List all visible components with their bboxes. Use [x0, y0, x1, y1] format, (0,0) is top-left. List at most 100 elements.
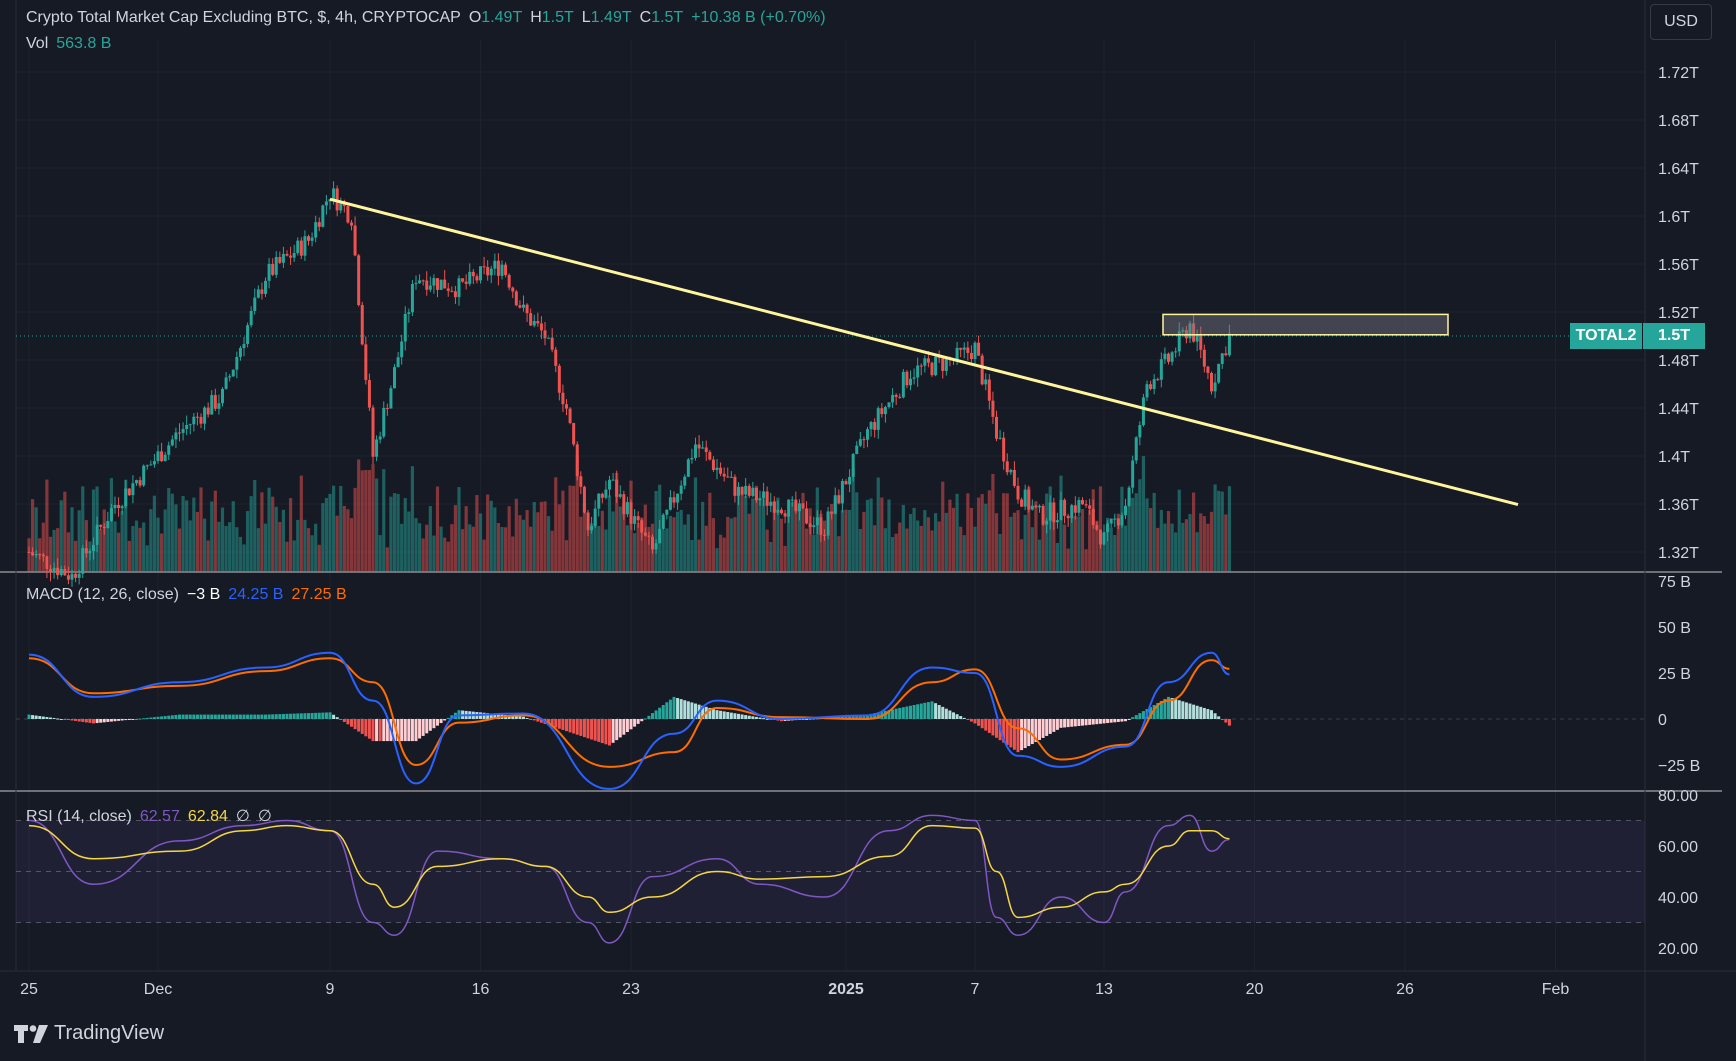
- high-label: H: [530, 9, 542, 26]
- volume-bar: [228, 522, 232, 572]
- macd-histogram-bar: [891, 709, 895, 719]
- candle-body: [203, 407, 207, 424]
- volume-bar: [120, 510, 124, 572]
- price-tag-symbol: TOTAL2: [1570, 323, 1642, 349]
- time-tick-label: Dec: [144, 981, 172, 998]
- candle-body: [421, 280, 425, 282]
- volume-bar: [274, 506, 278, 572]
- macd-histogram-bar: [625, 719, 629, 733]
- candle-body: [49, 568, 52, 573]
- volume-bar: [296, 519, 300, 572]
- macd-histogram-bar: [672, 696, 676, 719]
- volume-bar: [360, 470, 364, 572]
- macd-histogram-bar: [1152, 705, 1156, 719]
- candle-body: [34, 554, 38, 556]
- macd-histogram-bar: [694, 703, 697, 719]
- macd-histogram-bar: [1210, 710, 1213, 719]
- rsi-extra-1: ∅: [235, 808, 250, 825]
- candle-body: [1213, 382, 1217, 392]
- candle-body: [543, 330, 547, 339]
- macd-histogram-bar: [611, 719, 615, 743]
- currency-button[interactable]: USD: [1650, 4, 1712, 40]
- macd-histogram-bar: [221, 714, 224, 719]
- candle-body: [332, 188, 336, 200]
- candle-body: [901, 371, 905, 398]
- volume-bar: [661, 529, 665, 572]
- macd-histogram-bar: [522, 716, 525, 719]
- volume-bar: [568, 485, 572, 572]
- volume-bar: [30, 499, 35, 572]
- macd-histogram-bar: [572, 719, 576, 734]
- macd-histogram-bar: [486, 713, 490, 719]
- volume-bar: [267, 487, 271, 572]
- macd-histogram-bar: [292, 713, 296, 719]
- candle-body: [977, 342, 981, 356]
- time-tick-label: 20: [1246, 981, 1264, 998]
- candle-body: [464, 281, 468, 284]
- macd-histogram-bar: [321, 712, 325, 719]
- rsi-tick-label: 80.00: [1658, 788, 1698, 805]
- volume-bar: [339, 486, 343, 572]
- candle-body: [1027, 489, 1031, 510]
- volume-bar: [593, 518, 597, 572]
- candle-body: [830, 511, 834, 514]
- macd-line-value: 24.25 B: [228, 586, 284, 603]
- volume-bar: [124, 479, 128, 572]
- candle-body: [518, 305, 522, 308]
- volume-bar: [1195, 532, 1199, 572]
- candle-body: [163, 454, 167, 462]
- candle-body: [117, 504, 121, 509]
- candle-body: [461, 278, 465, 282]
- candle-body: [303, 236, 307, 256]
- macd-histogram-bar: [812, 718, 816, 720]
- volume-bar: [59, 500, 63, 572]
- tradingview-logo[interactable]: TradingView: [14, 1022, 164, 1045]
- volume-bar: [213, 490, 217, 572]
- volume-bar: [830, 503, 834, 572]
- candle-body: [238, 348, 242, 357]
- candle-body: [618, 494, 622, 497]
- volume-bar: [557, 504, 561, 572]
- volume-bar: [883, 528, 888, 572]
- volume-bar: [572, 485, 576, 572]
- macd-histogram-bar: [328, 712, 332, 719]
- volume-bar: [987, 490, 991, 572]
- volume-bar: [686, 514, 690, 572]
- volume-bar: [1148, 508, 1153, 572]
- volume-bar: [99, 529, 103, 572]
- candle-body: [1163, 353, 1167, 360]
- candle-body: [719, 467, 723, 474]
- time-tick-label: 26: [1396, 981, 1414, 998]
- volume-bar: [966, 493, 970, 572]
- macd-histogram-bar: [27, 714, 31, 719]
- macd-histogram-bar: [536, 719, 540, 722]
- rsi-tick-label: 20.00: [1658, 941, 1698, 958]
- candle-body: [138, 480, 142, 486]
- volume-bar: [690, 540, 694, 572]
- macd-histogram-bar: [1034, 719, 1038, 742]
- time-tick-label: Feb: [1542, 981, 1570, 998]
- volume-bar: [589, 523, 594, 572]
- candle-body: [1023, 489, 1027, 507]
- volume-bar: [948, 499, 952, 572]
- macd-histogram-bar: [335, 717, 339, 719]
- candle-body: [944, 358, 948, 371]
- candle-body: [995, 416, 998, 439]
- candle-body: [418, 280, 422, 284]
- volume-bar: [1206, 523, 1210, 572]
- macd-histogram-bar: [686, 701, 690, 719]
- candle-body: [170, 439, 174, 446]
- volume-bar: [761, 499, 766, 572]
- volume-bar: [224, 525, 228, 572]
- macd-histogram-bar: [31, 715, 35, 719]
- macd-histogram-bar: [987, 719, 991, 733]
- volume-bar: [331, 485, 336, 572]
- volume-bar: [826, 511, 830, 572]
- macd-histogram-bar: [1116, 719, 1120, 722]
- volume-bar: [919, 525, 923, 572]
- volume-bar: [758, 497, 762, 572]
- macd-histogram-bar: [1055, 719, 1059, 730]
- macd-histogram-bar: [901, 707, 905, 719]
- volume-bar: [1220, 491, 1224, 572]
